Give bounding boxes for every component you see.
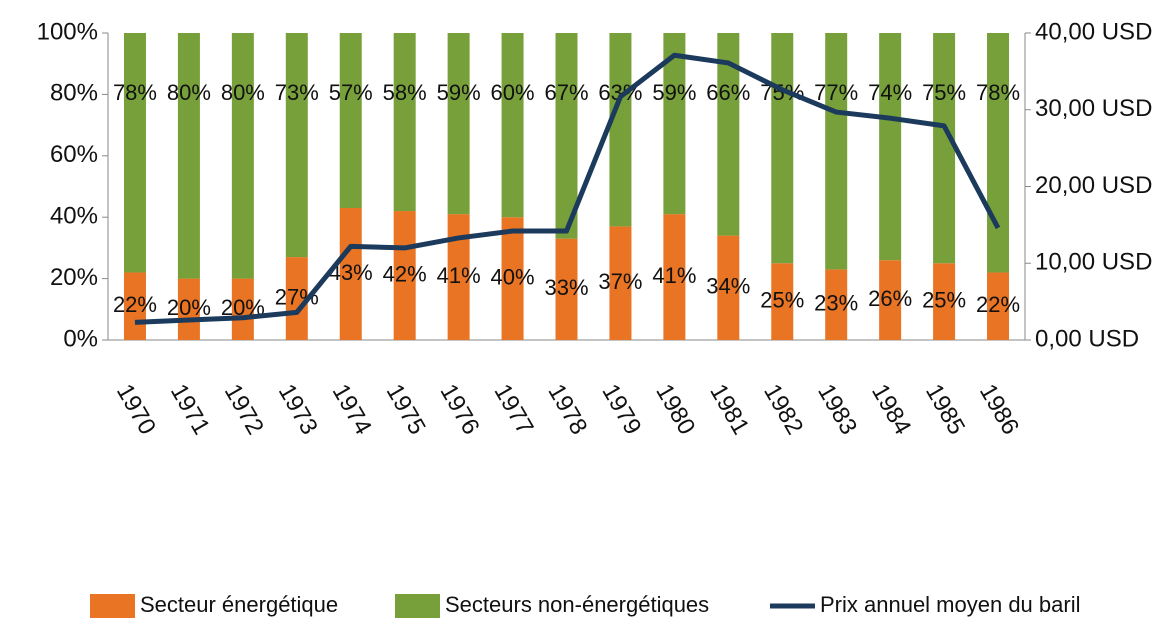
- bar-segment: [285, 33, 308, 258]
- y-tick-label: 0%: [63, 325, 98, 352]
- data-label: 34%: [706, 274, 750, 299]
- data-label: 57%: [329, 80, 373, 105]
- data-label: 60%: [491, 80, 535, 105]
- x-tick-label: 1984: [866, 380, 916, 440]
- bar-segment: [987, 33, 1010, 273]
- y2-tick-label: 20,00 USD: [1035, 172, 1152, 199]
- x-tick-label: 1976: [435, 380, 485, 440]
- y2-tick-label: 40,00 USD: [1035, 18, 1152, 45]
- bar-segment: [231, 278, 254, 340]
- bar-segment: [717, 33, 740, 236]
- bar-segment: [825, 33, 848, 270]
- y2-tick-label: 0,00 USD: [1035, 325, 1139, 352]
- data-label: 41%: [437, 263, 481, 288]
- x-tick-label: 1982: [758, 380, 808, 440]
- bar-segment: [501, 33, 524, 218]
- x-tick-label: 1980: [650, 380, 700, 440]
- bar-segment: [393, 33, 416, 212]
- bar-segment: [123, 33, 146, 273]
- bar-segment: [555, 33, 578, 239]
- bar-segment: [933, 33, 956, 264]
- x-tick-label: 1977: [489, 380, 539, 440]
- legend-swatch: [395, 594, 440, 618]
- bar-segment: [825, 269, 848, 340]
- x-tick-label: 1974: [327, 380, 377, 440]
- legend-label: Prix annuel moyen du baril: [820, 592, 1080, 617]
- x-tick-label: 1986: [974, 380, 1024, 440]
- data-label: 73%: [275, 80, 319, 105]
- bar-segment: [501, 217, 524, 340]
- bar-segment: [339, 33, 362, 208]
- price-line: [134, 52, 1001, 325]
- legend-label: Secteur énergétique: [140, 592, 338, 617]
- data-label: 23%: [814, 291, 858, 316]
- data-label: 20%: [167, 295, 211, 320]
- data-label: 74%: [868, 80, 912, 105]
- data-label: 66%: [706, 80, 750, 105]
- data-label: 80%: [221, 80, 265, 105]
- data-label: 40%: [491, 264, 535, 289]
- data-label: 26%: [868, 286, 912, 311]
- x-tick-label: 1985: [920, 380, 970, 440]
- x-tick-label: 1981: [704, 380, 754, 440]
- bar-segment: [663, 214, 686, 340]
- bar-segment: [771, 263, 794, 340]
- bar-segment: [555, 238, 578, 340]
- data-label: 33%: [544, 275, 588, 300]
- data-label: 58%: [383, 80, 427, 105]
- x-tick-label: 1983: [812, 380, 862, 440]
- bar-segment: [231, 33, 254, 279]
- bar-segment: [177, 278, 200, 340]
- x-tick-label: 1979: [596, 380, 646, 440]
- bar-segment: [987, 272, 1010, 340]
- data-label: 22%: [113, 292, 157, 317]
- bar-segment: [177, 33, 200, 279]
- bar-segment: [339, 207, 362, 340]
- data-label: 42%: [383, 261, 427, 286]
- bar-segment: [717, 235, 740, 340]
- y2-tick-label: 30,00 USD: [1035, 95, 1152, 122]
- bar-segment: [771, 33, 794, 264]
- x-tick-label: 1975: [381, 380, 431, 440]
- legend-swatch: [90, 594, 135, 618]
- y-tick-label: 40%: [50, 203, 98, 230]
- data-label: 78%: [113, 80, 157, 105]
- x-tick-label: 1971: [165, 380, 215, 440]
- bar-segment: [933, 263, 956, 340]
- data-label: 77%: [814, 80, 858, 105]
- bar-segment: [393, 211, 416, 340]
- y2-tick-label: 10,00 USD: [1035, 249, 1152, 276]
- bar-segment: [447, 214, 470, 340]
- data-label: 59%: [437, 80, 481, 105]
- y-tick-label: 80%: [50, 80, 98, 107]
- data-label: 25%: [760, 287, 804, 312]
- data-label: 67%: [544, 80, 588, 105]
- data-label: 80%: [167, 80, 211, 105]
- bar-segment: [609, 33, 632, 227]
- data-label: 37%: [598, 269, 642, 294]
- data-label: 59%: [652, 80, 696, 105]
- bar-segment: [609, 226, 632, 340]
- data-label: 41%: [652, 263, 696, 288]
- bar-segment: [285, 257, 308, 340]
- data-label: 78%: [976, 80, 1020, 105]
- data-label: 25%: [922, 287, 966, 312]
- y-tick-label: 100%: [37, 18, 98, 45]
- bar-segment: [447, 33, 470, 215]
- x-tick-label: 1972: [219, 380, 269, 440]
- bar-segment: [879, 260, 902, 340]
- y-tick-label: 20%: [50, 264, 98, 291]
- legend-label: Secteurs non-énergétiques: [445, 592, 709, 617]
- data-label: 22%: [976, 292, 1020, 317]
- x-tick-label: 1970: [111, 380, 161, 440]
- x-tick-label: 1978: [542, 380, 592, 440]
- data-label: 75%: [922, 80, 966, 105]
- bar-segment: [663, 33, 686, 215]
- x-tick-label: 1973: [273, 380, 323, 440]
- y-tick-label: 60%: [50, 141, 98, 168]
- bar-segment: [879, 33, 902, 261]
